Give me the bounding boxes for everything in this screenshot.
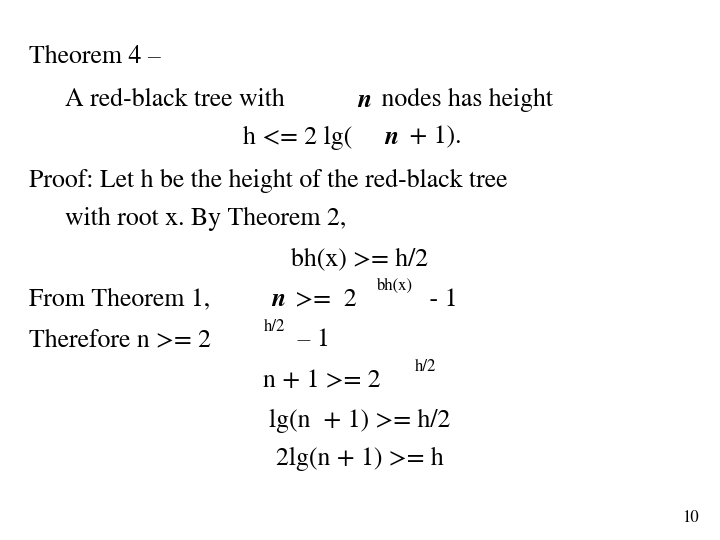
Text: n + 1 >= 2: n + 1 >= 2 [263,369,381,393]
Text: h <= 2 lg(n + 1).: h <= 2 lg(n + 1). [270,126,450,150]
Text: n: n [384,126,399,150]
Text: 10: 10 [682,510,698,526]
Text: n + 1 >= 2h/2: n + 1 >= 2h/2 [284,369,436,393]
Text: Proof: Let h be the height of the red-black tree: Proof: Let h be the height of the red-bl… [29,169,508,193]
Text: h/2: h/2 [415,359,436,375]
Text: 2lg(n + 1) >= h: 2lg(n + 1) >= h [276,447,444,471]
Text: - 1: - 1 [423,288,458,312]
Text: h/2: h/2 [264,319,285,335]
Text: A red-black tree with: A red-black tree with [65,88,291,112]
Text: Theorem 4 –: Theorem 4 – [29,45,161,69]
Text: >=  2: >= 2 [289,288,357,312]
Text: bh(x): bh(x) [377,278,413,294]
Text: with root x. By Theorem 2,: with root x. By Theorem 2, [65,207,346,231]
Text: Therefore n >= 2: Therefore n >= 2 [29,328,211,352]
Text: lg(n  + 1) >= h/2: lg(n + 1) >= h/2 [269,409,451,433]
Text: + 1).: + 1). [403,126,462,150]
Text: n: n [271,288,285,312]
Text: nodes has height: nodes has height [375,88,553,112]
Text: bh(x) >= h/2: bh(x) >= h/2 [292,247,428,271]
Text: h <= 2 lg(: h <= 2 lg( [243,126,353,150]
Text: From Theorem 1,: From Theorem 1, [29,288,217,312]
Text: – 1: – 1 [291,328,330,352]
Text: n: n [356,88,371,112]
